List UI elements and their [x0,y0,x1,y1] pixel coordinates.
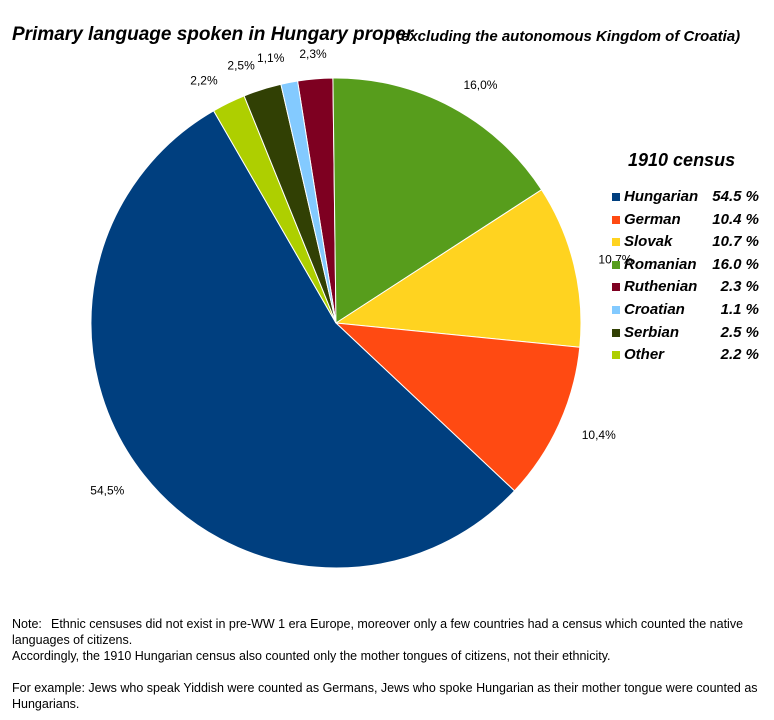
legend: 1910 census Hungarian 54.5 % German 10.4 % S… [612,150,759,369]
pie-slice-german [334,322,581,492]
legend-value: 10.7 % [712,233,759,251]
legend-swatch [612,260,620,269]
note-line-1: Note: Ethnic censuses did not exist in pr… [12,616,764,648]
legend-swatch [612,305,620,314]
legend-value: 2.3 % [720,278,759,296]
legend-value: 2.2 % [720,346,759,364]
legend-value: 10.4 % [712,210,759,228]
pie-slice-croatian [280,80,337,324]
slice-label-hungarian: 54,5% [90,484,124,498]
pie-slice-romanian [332,77,543,324]
legend-value: 2.5 % [720,323,759,341]
pie-slice-hungarian [90,110,516,569]
legend-item-serbian: Serbian 2.5 % [612,323,759,347]
legend-name: German [624,210,681,228]
note-text-2: Accordingly, the 1910 Hungarian census a… [12,649,611,663]
legend-swatch [612,351,620,360]
pie-chart: 2,3% 16,0% 10,7% 10,4% 54,5% 2,2% 2,5%1,1% [90,47,633,569]
legend-swatch [612,283,620,292]
legend-swatch [612,238,620,247]
slice-label-croatian: 1,1% [257,51,285,65]
note-label: Note: [12,617,42,631]
legend-name: Slovak [624,233,673,251]
legend-name: Romanian [624,255,697,273]
legend-item-romanian: Romanian 16.0 % [612,255,759,279]
legend-name: Other [624,346,665,364]
legend-name: Hungarian [624,188,699,205]
legend-item-croatian: Croatian 1.1 % [612,300,759,324]
legend-name: Serbian [624,323,680,341]
slice-label-german: 10,4% [582,428,616,442]
chart-subtitle: (excluding the autonomous Kingdom of Cro… [396,28,741,45]
chart-title: Primary language spoken in Hungary prope… [12,24,414,45]
legend-item-slovak: Slovak 10.7 % [612,233,759,256]
legend-swatch [612,328,620,337]
legend-title: 1910 census [628,150,736,170]
slice-label-serbian: 2,5% [227,59,255,73]
legend-value: 54.5 % [712,188,759,205]
legend-swatch [612,193,620,201]
note-text-1: Ethnic censuses did not exist in pre-WW … [12,617,744,647]
slice-label-other: 2,2% [190,73,218,87]
legend-value: 16.0 % [712,255,759,273]
slice-label-slovak: 10,7% [598,252,632,266]
legend-item-ruthenian: Ruthenian 2.3 % [612,278,759,301]
notes: Note: Ethnic censuses did not exist in pr… [12,616,764,712]
slice-label-romanian: 16,0% [463,78,497,92]
legend-swatch [612,215,620,224]
slice-label-ruthenian: 2,3% [299,47,327,61]
note-text-3: For example: Jews who speak Yiddish were… [12,681,758,711]
pie-slice-slovak [334,189,582,348]
legend-value: 1.1 % [720,300,759,318]
legend-item-german: German 10.4 % [612,210,759,234]
legend-name: Croatian [624,300,685,318]
legend-item-hungarian: Hungarian 54.5 % [612,188,759,211]
legend-item-other: Other 2.2 % [612,346,759,369]
legend-name: Ruthenian [624,278,698,296]
